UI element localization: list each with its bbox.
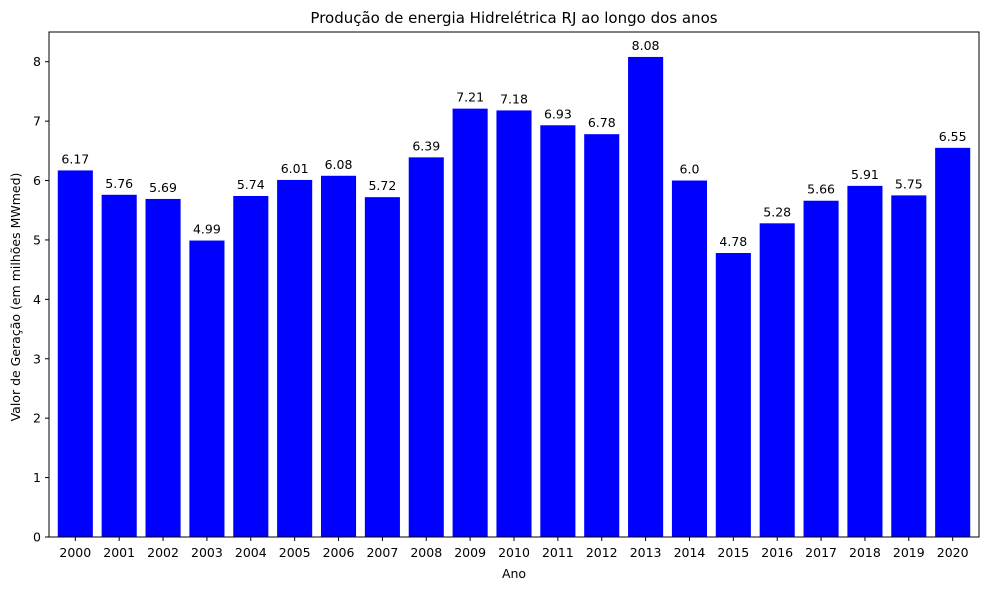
data-label-2020: 6.55 xyxy=(939,129,967,144)
x-tick-label: 2002 xyxy=(147,545,179,560)
x-tick-label: 2019 xyxy=(893,545,925,560)
bar-2005 xyxy=(277,179,313,537)
x-tick-label: 2009 xyxy=(454,545,486,560)
y-tick-label: 7 xyxy=(33,114,41,129)
data-label-2014: 6.0 xyxy=(680,162,700,177)
bar-2017 xyxy=(803,200,839,538)
bar-2018 xyxy=(847,185,883,537)
y-axis-title: Valor de Geração (em milhões MWmed) xyxy=(8,173,23,422)
bar-2003 xyxy=(189,240,225,538)
y-tick-label: 0 xyxy=(33,530,41,545)
x-tick-label: 2015 xyxy=(717,545,749,560)
chart-title: Produção de energia Hidrelétrica RJ ao l… xyxy=(310,9,717,27)
data-label-2001: 5.76 xyxy=(105,176,133,191)
bar-2011 xyxy=(540,125,576,537)
bar-2004 xyxy=(233,195,269,538)
axes-layer: 2000 2001 2002 2003 2004 2005 2006 2007 2008 2009… xyxy=(33,31,980,560)
bar-2009 xyxy=(452,108,488,537)
x-tick-label: 2012 xyxy=(586,545,618,560)
bars-layer xyxy=(57,56,971,538)
bar-2007 xyxy=(364,197,400,537)
x-tick-label: 2010 xyxy=(498,545,530,560)
data-label-2015: 4.78 xyxy=(719,234,747,249)
bar-2014 xyxy=(671,180,708,537)
plot-frame xyxy=(48,31,980,538)
x-tick-label: 2017 xyxy=(805,545,837,560)
data-label-2006: 6.08 xyxy=(325,157,353,172)
x-tick-label: 2013 xyxy=(630,545,662,560)
y-tick-label: 8 xyxy=(33,54,41,69)
bar-2015 xyxy=(715,253,751,537)
data-label-2017: 5.66 xyxy=(807,182,835,197)
bar-2020 xyxy=(935,147,971,537)
bar-2010 xyxy=(496,110,532,538)
data-label-2019: 5.75 xyxy=(895,176,923,191)
data-label-2003: 4.99 xyxy=(193,222,221,237)
bar-2006 xyxy=(320,175,357,537)
x-tick-label: 2005 xyxy=(279,545,311,560)
x-tick-label: 2006 xyxy=(323,545,355,560)
data-label-2009: 7.21 xyxy=(456,90,484,105)
data-label-2008: 6.39 xyxy=(412,138,440,153)
data-label-2018: 5.91 xyxy=(851,167,879,182)
y-tick-label: 2 xyxy=(33,411,41,426)
x-tick-label: 2007 xyxy=(366,545,398,560)
data-label-2010: 7.18 xyxy=(500,91,528,106)
data-label-2002: 5.69 xyxy=(149,180,177,195)
bar-2008 xyxy=(408,157,444,538)
data-labels-layer: 6.17 5.76 5.69 4.99 5.74 6.01 6.08 5.72 6.39 7.21… xyxy=(61,38,966,249)
data-label-2000: 6.17 xyxy=(61,151,89,166)
bar-2012 xyxy=(584,134,620,537)
data-label-2013: 8.08 xyxy=(632,38,660,53)
x-tick-label: 2004 xyxy=(235,545,267,560)
bar-2016 xyxy=(759,223,795,537)
x-tick-label: 2011 xyxy=(542,545,574,560)
x-tick-label: 2001 xyxy=(103,545,135,560)
x-tick-label: 2018 xyxy=(849,545,881,560)
x-tick-label: 2020 xyxy=(937,545,969,560)
bar-2001 xyxy=(101,194,137,538)
x-tick-label: 2000 xyxy=(59,545,91,560)
data-label-2011: 6.93 xyxy=(544,106,572,121)
data-label-2007: 5.72 xyxy=(368,178,396,193)
data-label-2016: 5.28 xyxy=(763,204,791,219)
data-label-2012: 6.78 xyxy=(588,115,616,130)
x-axis-title: Ano xyxy=(502,566,526,581)
y-tick-label: 3 xyxy=(33,351,41,366)
x-tick-label: 2003 xyxy=(191,545,223,560)
y-tick-label: 6 xyxy=(33,173,41,188)
y-tick-label: 4 xyxy=(33,292,41,307)
y-tick-label: 5 xyxy=(33,232,41,247)
x-tick-label: 2016 xyxy=(761,545,793,560)
bar-2013 xyxy=(628,56,664,537)
y-tick-label: 1 xyxy=(33,470,41,485)
x-tick-label: 2014 xyxy=(674,545,706,560)
bar-2000 xyxy=(57,170,93,537)
data-label-2005: 6.01 xyxy=(281,161,309,176)
bar-2002 xyxy=(145,198,181,537)
x-tick-label: 2008 xyxy=(410,545,442,560)
bar-2019 xyxy=(891,195,927,537)
data-label-2004: 5.74 xyxy=(237,177,265,192)
